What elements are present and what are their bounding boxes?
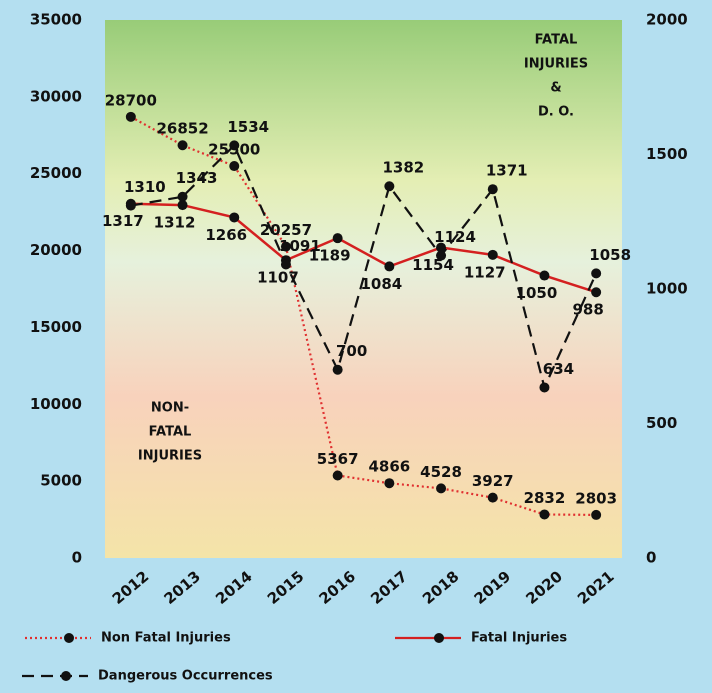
data-label: 1084	[360, 275, 402, 293]
point	[280, 241, 291, 252]
legend-label: Fatal Injuries	[471, 631, 567, 646]
annotation: NON-	[151, 401, 189, 416]
data-label: 1382	[382, 159, 424, 177]
annotation: INJURIES	[138, 449, 202, 464]
data-label: 20257	[260, 221, 312, 239]
x-tick-label: 2012	[109, 567, 153, 608]
x-tick-label: 2018	[419, 567, 463, 608]
data-label: 1371	[486, 162, 528, 180]
y-tick-label: 10000	[30, 395, 82, 413]
point	[332, 470, 343, 481]
annotation: &	[550, 81, 561, 96]
y2-tick-label: 1500	[646, 145, 688, 163]
y2-tick-label: 1000	[646, 280, 688, 298]
y-tick-label: 20000	[30, 241, 82, 259]
data-label: 1317	[102, 212, 144, 230]
point	[332, 364, 343, 375]
y-tick-label: 0	[72, 549, 82, 567]
data-label: 4866	[368, 458, 410, 476]
y-tick-label: 25000	[30, 164, 82, 182]
legend-label: Dangerous Occurrences	[98, 669, 273, 684]
x-tick-label: 2020	[522, 567, 566, 608]
annotation: FATAL	[535, 33, 578, 48]
point	[384, 181, 395, 192]
point	[229, 140, 240, 151]
point	[332, 233, 343, 244]
x-tick-label: 2021	[574, 567, 618, 608]
data-label: 1124	[434, 228, 476, 246]
point	[177, 140, 188, 151]
annotation: D. O.	[538, 105, 574, 120]
point	[177, 200, 188, 211]
data-label: 700	[336, 342, 367, 360]
point	[487, 249, 498, 260]
point	[125, 200, 136, 211]
data-label: 26852	[156, 120, 208, 138]
legend-marker	[61, 671, 71, 681]
x-tick-label: 2013	[160, 567, 204, 608]
x-tick-label: 2017	[367, 567, 411, 608]
series-line	[130, 143, 598, 391]
plot-area	[105, 20, 622, 558]
point	[436, 242, 447, 253]
data-label: 1091	[279, 237, 321, 255]
point	[384, 261, 395, 272]
point	[591, 268, 602, 279]
annotation: FATAL	[149, 425, 192, 440]
data-label: 1154	[412, 256, 454, 274]
legend-marker	[64, 633, 74, 643]
data-label: 1127	[464, 263, 506, 281]
data-label: 1189	[309, 247, 351, 265]
y-tick-label: 5000	[40, 472, 82, 490]
point	[591, 287, 602, 298]
data-label: 1058	[589, 246, 631, 264]
point	[125, 111, 136, 122]
data-label: 2803	[575, 489, 617, 507]
data-label: 1107	[257, 269, 299, 287]
data-label: 634	[543, 360, 574, 378]
point	[229, 161, 240, 172]
series-line	[130, 115, 597, 517]
data-label: 1343	[176, 169, 218, 187]
x-tick-label: 2016	[316, 567, 360, 608]
x-tick-label: 2019	[471, 567, 515, 608]
y-tick-label: 15000	[30, 318, 82, 336]
point	[436, 250, 447, 261]
point	[487, 184, 498, 195]
series-line	[130, 202, 597, 294]
point	[384, 478, 395, 489]
point	[591, 509, 602, 520]
legend-marker	[434, 633, 444, 643]
data-label: 1310	[124, 178, 166, 196]
x-tick-label: 2015	[264, 567, 308, 608]
y-tick-label: 35000	[30, 11, 82, 29]
data-label: 4528	[420, 463, 462, 481]
point	[539, 509, 550, 520]
point	[436, 483, 447, 494]
point	[280, 259, 291, 270]
x-tick-label: 2014	[212, 567, 256, 608]
data-label: 5367	[317, 450, 359, 468]
data-label: 28700	[105, 91, 157, 109]
point	[539, 382, 550, 393]
legend-label: Non Fatal Injuries	[101, 631, 231, 646]
data-label: 1266	[205, 226, 247, 244]
data-label: 988	[572, 301, 603, 319]
y2-tick-label: 500	[646, 414, 677, 432]
data-label: 1534	[227, 118, 269, 136]
data-label: 3927	[472, 472, 514, 490]
y-tick-label: 30000	[30, 87, 82, 105]
y2-tick-label: 0	[646, 549, 656, 567]
data-label: 2832	[524, 489, 566, 507]
point	[487, 492, 498, 503]
point	[177, 191, 188, 202]
data-label: 1050	[516, 284, 558, 302]
y2-tick-label: 2000	[646, 11, 688, 29]
data-label: 1312	[154, 214, 196, 232]
point	[229, 212, 240, 223]
point	[539, 270, 550, 281]
annotation: INJURIES	[524, 57, 588, 72]
